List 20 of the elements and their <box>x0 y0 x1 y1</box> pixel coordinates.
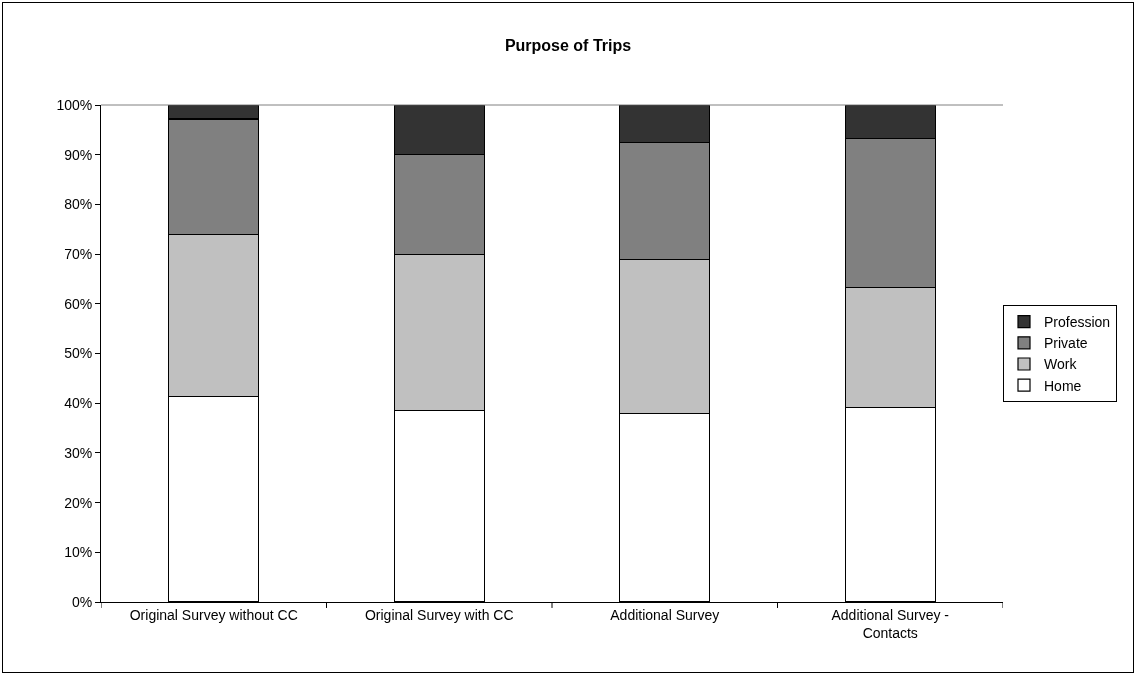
x-tick-label: Original Survey with CC <box>364 606 514 623</box>
chart-title: Purpose of Trips <box>504 36 632 54</box>
legend-label: Work <box>1044 356 1078 373</box>
legend-label: Profession <box>1044 314 1111 331</box>
y-tick-label: 60% <box>64 295 93 312</box>
y-tick-label: 50% <box>64 345 93 362</box>
x-tick-label: Original Survey without CC <box>129 606 298 623</box>
x-tick-label: Additional Survey - Contacts <box>831 606 950 641</box>
legend-label: Home <box>1044 377 1082 394</box>
y-tick-label: 20% <box>64 494 93 511</box>
y-tick-label: 0% <box>71 593 93 610</box>
x-tick-label: Additional Survey <box>610 606 720 623</box>
y-tick-label: 70% <box>64 246 93 262</box>
y-tick-label: 100% <box>56 96 93 113</box>
y-tick-label: 90% <box>64 146 93 163</box>
y-tick-label: 30% <box>64 444 93 461</box>
legend-label: Private <box>1044 335 1088 352</box>
y-tick-label: 40% <box>64 395 93 412</box>
y-tick-label: 80% <box>64 196 93 213</box>
y-tick-label: 10% <box>64 544 93 561</box>
